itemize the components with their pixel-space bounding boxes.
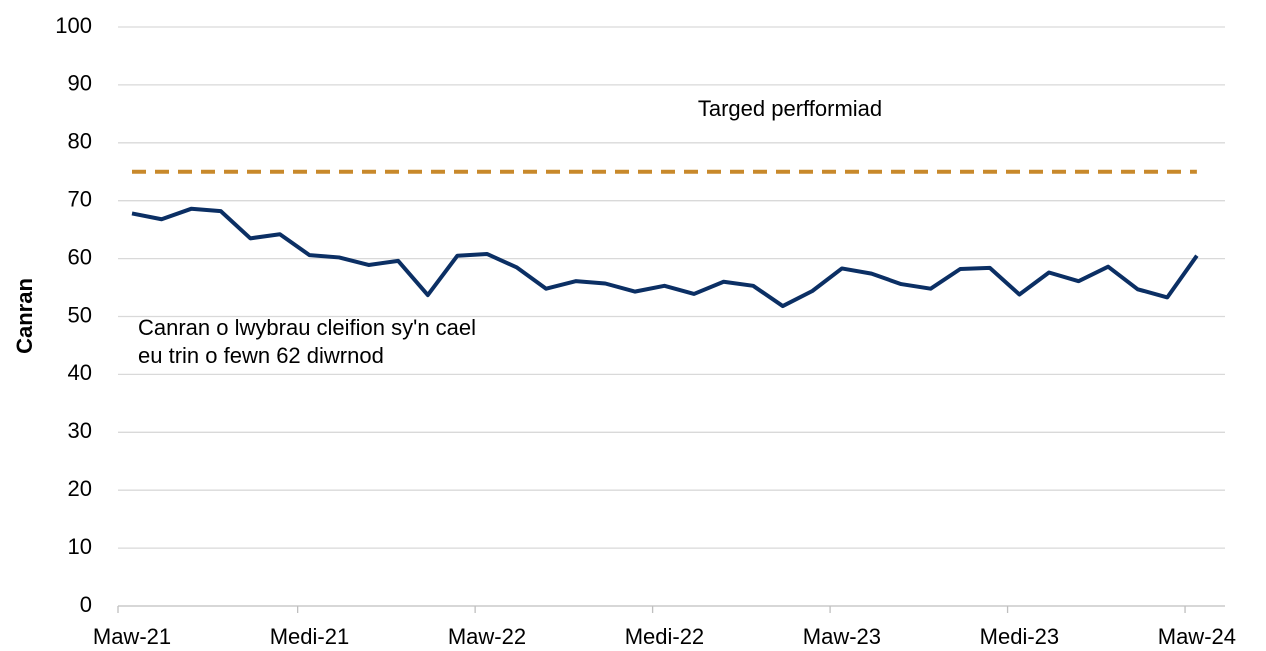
x-tick-label: Maw-21: [93, 624, 171, 649]
series-label: Canran o lwybrau cleifion sy'n cael: [138, 315, 476, 340]
y-tick-label: 100: [55, 13, 92, 38]
y-axis-label: Canran: [12, 278, 37, 354]
x-tick-label: Maw-22: [448, 624, 526, 649]
y-tick-label: 10: [68, 534, 92, 559]
y-tick-label: 20: [68, 476, 92, 501]
x-tick-label: Maw-23: [803, 624, 881, 649]
series-line: [131, 206, 1199, 309]
y-tick-label: 30: [68, 418, 92, 443]
x-tick-label: Maw-24: [1158, 624, 1236, 649]
x-tick-label: Medi-21: [270, 624, 349, 649]
y-tick-label: 0: [80, 592, 92, 617]
series-label: Targed perfformiad: [698, 96, 882, 121]
y-tick-label: 90: [68, 71, 92, 96]
y-tick-label: 40: [68, 360, 92, 385]
x-tick-label: Medi-23: [980, 624, 1059, 649]
y-tick-label: 50: [68, 302, 92, 327]
y-tick-label: 80: [68, 129, 92, 154]
y-tick-label: 60: [68, 244, 92, 269]
y-tick-label: 70: [68, 187, 92, 212]
series-label: eu trin o fewn 62 diwrnod: [138, 343, 384, 368]
x-tick-label: Medi-22: [625, 624, 704, 649]
